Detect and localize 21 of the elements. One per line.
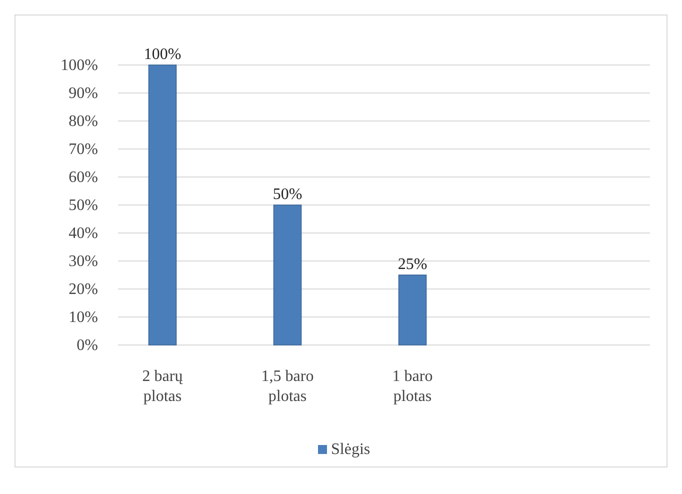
y-tick-label: 60% <box>68 169 98 186</box>
bar <box>398 274 427 346</box>
y-tick-label: 50% <box>68 197 98 214</box>
y-tick-label: 0% <box>76 337 98 354</box>
data-label: 50% <box>272 186 302 203</box>
y-tick-label: 40% <box>68 225 98 242</box>
y-tick-label: 90% <box>68 85 98 102</box>
x-tick-label: 1 baro plotas <box>392 368 433 405</box>
data-label: 25% <box>398 256 428 273</box>
y-tick-label: 30% <box>68 253 98 270</box>
y-tick-label: 20% <box>68 281 98 298</box>
y-tick-label: 70% <box>68 141 98 158</box>
x-tick-label: 1,5 baro plotas <box>261 368 314 405</box>
y-tick-label: 80% <box>68 113 98 130</box>
bar <box>273 204 302 346</box>
data-label: 100% <box>144 46 182 63</box>
y-tick-label: 10% <box>68 309 98 326</box>
x-tick-label: 2 barų plotas <box>142 368 184 405</box>
bar <box>148 64 177 346</box>
y-tick-label: 100% <box>60 57 98 74</box>
legend-label: Slėgis <box>331 441 370 458</box>
